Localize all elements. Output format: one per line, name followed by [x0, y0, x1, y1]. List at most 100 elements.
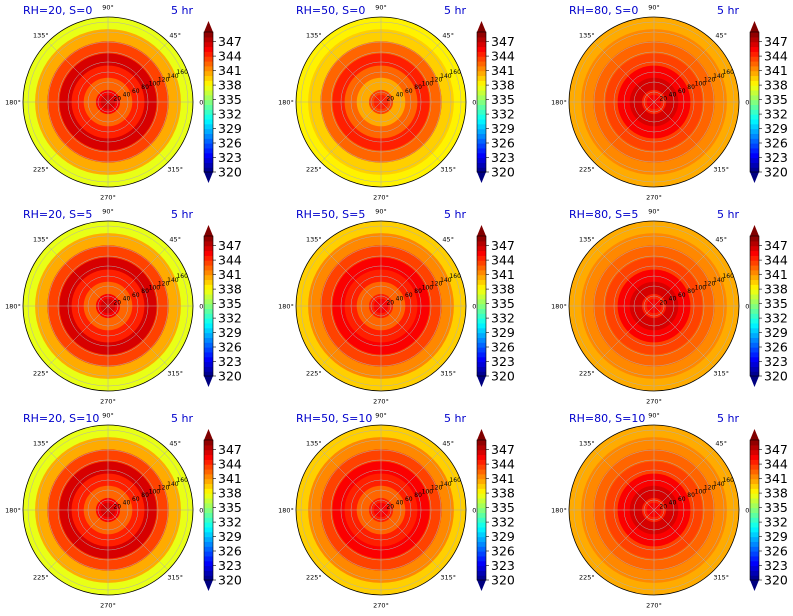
colorbar-tick-label: 332 [218, 515, 242, 530]
colorbar-tick-label: 329 [218, 529, 242, 544]
polar-frame [295, 16, 467, 188]
polar-grid-spoke [107, 41, 169, 103]
colorbar-tick-label: 326 [491, 136, 515, 151]
colorbar-extend-max [204, 21, 213, 32]
colorbar-segment [204, 575, 213, 581]
colorbar-segment [204, 366, 213, 372]
radial-tick-label: 100 [422, 284, 434, 291]
polar-frame [295, 424, 467, 596]
angle-tick-label: 45° [169, 31, 181, 39]
colorbar-segment [750, 337, 759, 343]
polar-grid-spoke [653, 101, 715, 163]
radial-tick-label: 60 [405, 88, 413, 95]
angle-tick-label: 225° [33, 574, 49, 582]
colorbar-tick-label: 335 [764, 500, 788, 515]
colorbar-segment [204, 313, 213, 319]
colorbar-segment [477, 371, 486, 377]
radial-tick-label: 80 [414, 84, 422, 91]
colorbar-tick-label: 335 [491, 296, 515, 311]
colorbar-segment [477, 147, 486, 154]
radial-tick-label: 60 [132, 88, 140, 95]
colorbar-tick-label: 341 [218, 63, 242, 78]
colorbar-tick-label: 344 [218, 49, 242, 64]
colorbar-segment [750, 133, 759, 139]
colorbar-segment [750, 342, 759, 348]
angle-tick-label: 90° [648, 4, 660, 12]
colorbar-extend-max [477, 429, 486, 440]
radial-tick-label: 20 [386, 299, 394, 306]
colorbar-tick-label: 326 [764, 340, 788, 355]
angle-tick-label: 180° [278, 303, 294, 311]
angle-tick-label: 180° [278, 99, 294, 107]
colorbar-tick-label: 332 [764, 107, 788, 122]
colorbar-segment [750, 517, 759, 523]
panel-title: RH=50, S=10 [296, 412, 372, 425]
colorbar-segment [204, 41, 213, 48]
colorbar-segment [204, 541, 213, 547]
colorbar-segment [750, 143, 759, 149]
panel-time-label: 5 hr [171, 208, 193, 221]
colorbar-segment [750, 536, 759, 542]
polar-grid-spoke [653, 41, 715, 103]
colorbar-segment [477, 250, 486, 256]
colorbar-segment [204, 274, 213, 281]
colorbar-segment [477, 143, 486, 149]
colorbar-segment [204, 478, 213, 485]
colorbar-tick-label: 338 [218, 486, 242, 501]
colorbar-segment [477, 536, 486, 542]
colorbar-segment [750, 483, 759, 489]
colorbar-segment [204, 502, 213, 509]
angle-tick-label: 225° [579, 574, 595, 582]
colorbar-segment [204, 264, 213, 271]
radial-tick-label: 140 [440, 481, 452, 488]
colorbar-segment [750, 440, 759, 446]
colorbar-tick-label: 329 [491, 121, 515, 136]
colorbar-segment [477, 240, 486, 247]
angle-tick-label: 135° [306, 235, 322, 243]
colorbar-segment [750, 114, 759, 120]
colorbar-tick-label: 344 [491, 457, 515, 472]
polar-grid-spoke [380, 449, 442, 511]
angle-tick-label: 135° [306, 31, 322, 39]
colorbar-segment [477, 32, 486, 38]
colorbar-extend-max [477, 225, 486, 236]
colorbar-frame [476, 235, 487, 377]
polar-panel: 90°45°0°315°270°225°180°135°204060801001… [551, 412, 753, 610]
polar-frame [568, 424, 740, 596]
radial-tick-label: 40 [123, 92, 131, 99]
colorbar-segment [204, 138, 213, 144]
colorbar-tick-label: 335 [218, 296, 242, 311]
colorbar-segment [750, 89, 759, 96]
colorbar-segment [750, 555, 759, 562]
radial-tick-label: 20 [659, 95, 667, 102]
radial-tick-label: 100 [149, 284, 161, 291]
radial-tick-label: 120 [431, 77, 443, 84]
colorbar-segment [477, 483, 486, 489]
colorbar-tick-label: 347 [491, 34, 515, 49]
radial-tick-label: 140 [713, 481, 725, 488]
colorbar-segment [750, 36, 759, 43]
angle-tick-label: 180° [551, 507, 567, 515]
polar-frame [568, 16, 740, 188]
colorbar-segment [204, 440, 213, 446]
colorbar-segment [204, 85, 213, 91]
radial-tick-label: 20 [659, 299, 667, 306]
radial-tick-label: 140 [167, 73, 179, 80]
radial-tick-label: 40 [669, 500, 677, 507]
colorbar-tick-label: 326 [491, 544, 515, 559]
angle-tick-label: 315° [167, 370, 183, 378]
colorbar-tick-label: 323 [491, 150, 515, 165]
angle-tick-label: 180° [5, 99, 21, 107]
colorbar-segment [477, 162, 486, 168]
colorbar-tick-label: 323 [764, 354, 788, 369]
colorbar-segment [204, 250, 213, 256]
angle-tick-label: 90° [375, 208, 387, 216]
radial-tick-label: 140 [713, 73, 725, 80]
radial-tick-label: 80 [141, 84, 149, 91]
colorbar-segment [477, 133, 486, 139]
colorbar-segment [204, 157, 213, 163]
angle-tick-label: 315° [440, 574, 456, 582]
panel-title: RH=20, S=5 [23, 208, 92, 221]
